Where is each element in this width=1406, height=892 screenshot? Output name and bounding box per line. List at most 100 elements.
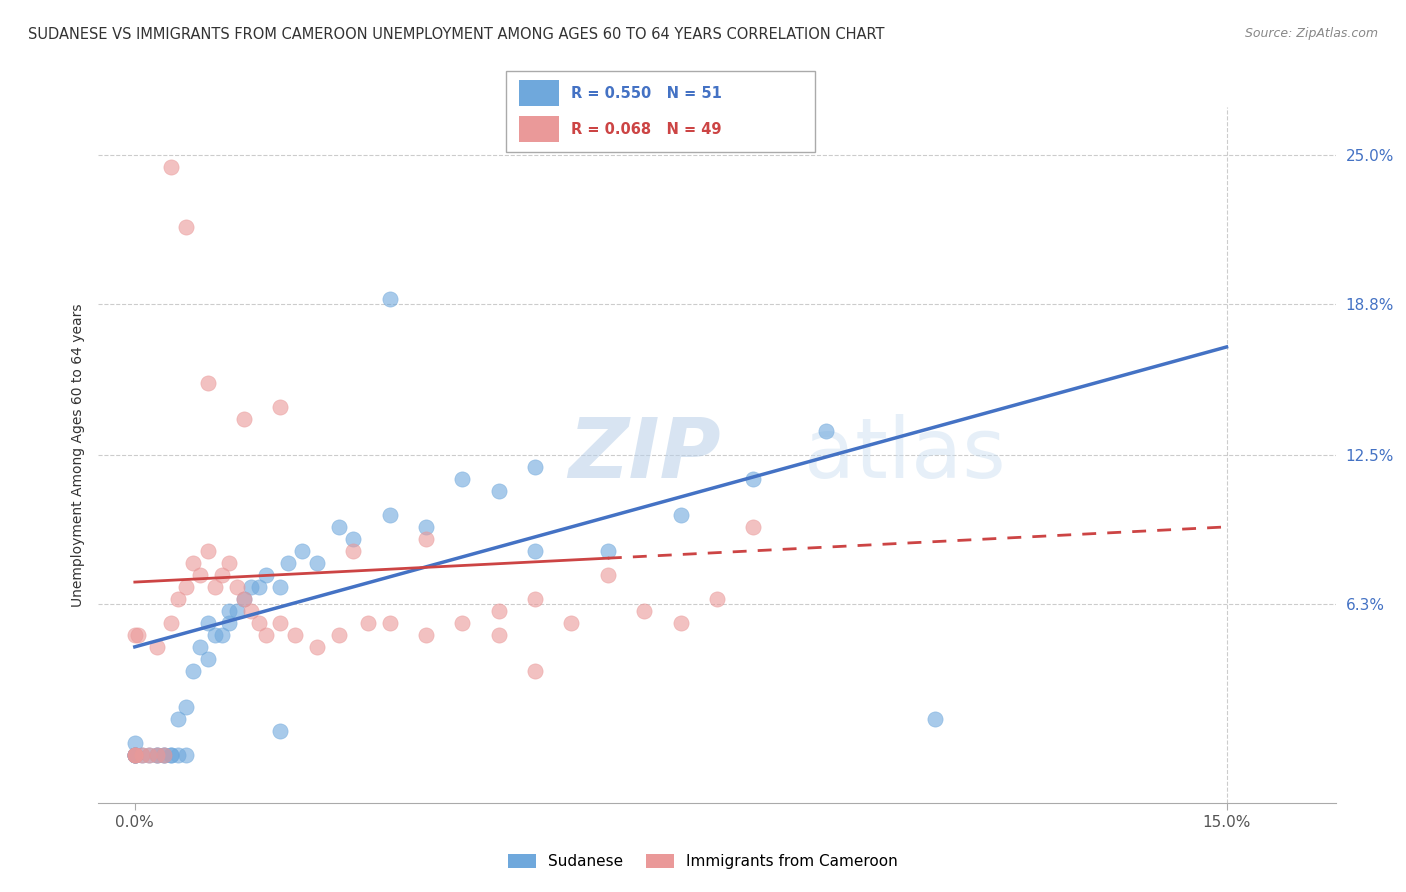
Point — [269, 615, 291, 630]
Point — [174, 580, 197, 594]
Point — [160, 160, 183, 174]
Point — [924, 712, 946, 726]
Point — [524, 459, 547, 474]
Point — [145, 640, 167, 654]
Point — [233, 412, 256, 426]
FancyBboxPatch shape — [506, 71, 815, 152]
Point — [305, 640, 328, 654]
Point — [342, 532, 364, 546]
Point — [815, 424, 838, 438]
Text: ZIP: ZIP — [568, 415, 721, 495]
Point — [488, 483, 510, 498]
Point — [124, 747, 146, 762]
Point — [742, 472, 765, 486]
Point — [415, 532, 437, 546]
Point — [167, 591, 190, 606]
Point — [181, 664, 204, 678]
Point — [328, 628, 350, 642]
Point — [167, 712, 190, 726]
Point — [415, 628, 437, 642]
Point — [197, 376, 219, 390]
Point — [357, 615, 380, 630]
Point — [153, 747, 176, 762]
Point — [124, 628, 146, 642]
Point — [211, 628, 233, 642]
Point — [211, 567, 233, 582]
Point — [138, 747, 160, 762]
Point — [138, 747, 160, 762]
Point — [269, 580, 291, 594]
Point — [284, 628, 307, 642]
Text: SUDANESE VS IMMIGRANTS FROM CAMEROON UNEMPLOYMENT AMONG AGES 60 TO 64 YEARS CORR: SUDANESE VS IMMIGRANTS FROM CAMEROON UNE… — [28, 27, 884, 42]
Point — [124, 747, 146, 762]
Point — [378, 292, 401, 306]
Point — [742, 520, 765, 534]
Y-axis label: Unemployment Among Ages 60 to 64 years: Unemployment Among Ages 60 to 64 years — [70, 303, 84, 607]
Point — [233, 591, 256, 606]
Text: Source: ZipAtlas.com: Source: ZipAtlas.com — [1244, 27, 1378, 40]
Text: atlas: atlas — [804, 415, 1005, 495]
Point — [160, 615, 183, 630]
Point — [524, 591, 547, 606]
Point — [488, 628, 510, 642]
Point — [451, 615, 474, 630]
Point — [706, 591, 728, 606]
Point — [174, 219, 197, 234]
Point — [131, 747, 153, 762]
Point — [633, 604, 655, 618]
Point — [131, 747, 153, 762]
Point — [174, 699, 197, 714]
Point — [305, 556, 328, 570]
Point — [378, 508, 401, 522]
Point — [174, 747, 197, 762]
Text: R = 0.068   N = 49: R = 0.068 N = 49 — [571, 121, 721, 136]
Point — [291, 544, 314, 558]
Point — [488, 604, 510, 618]
Legend: Sudanese, Immigrants from Cameroon: Sudanese, Immigrants from Cameroon — [502, 848, 904, 875]
Point — [233, 591, 256, 606]
Bar — [519, 116, 558, 142]
Point — [204, 580, 226, 594]
Point — [145, 747, 167, 762]
Point — [247, 615, 270, 630]
Point — [225, 580, 247, 594]
Point — [269, 400, 291, 414]
Point — [204, 628, 226, 642]
Point — [247, 580, 270, 594]
Point — [560, 615, 582, 630]
Point — [160, 747, 183, 762]
Point — [277, 556, 299, 570]
Point — [197, 544, 219, 558]
Point — [124, 747, 146, 762]
Point — [127, 628, 149, 642]
Point — [124, 736, 146, 750]
Point — [124, 747, 146, 762]
Point — [218, 604, 240, 618]
Point — [218, 615, 240, 630]
Point — [145, 747, 167, 762]
Point — [225, 604, 247, 618]
Point — [669, 508, 692, 522]
Point — [451, 472, 474, 486]
Point — [254, 567, 277, 582]
Point — [240, 580, 263, 594]
Point — [153, 747, 176, 762]
Point — [240, 604, 263, 618]
Bar — [519, 80, 558, 106]
Point — [197, 652, 219, 666]
Point — [254, 628, 277, 642]
Point — [524, 664, 547, 678]
Point — [124, 747, 146, 762]
Point — [197, 615, 219, 630]
Point — [181, 556, 204, 570]
Point — [188, 640, 211, 654]
Point — [596, 567, 619, 582]
Point — [328, 520, 350, 534]
Point — [378, 615, 401, 630]
Point — [415, 520, 437, 534]
Point — [269, 723, 291, 738]
Point — [124, 747, 146, 762]
Point — [524, 544, 547, 558]
Point — [153, 747, 176, 762]
Text: R = 0.550   N = 51: R = 0.550 N = 51 — [571, 86, 723, 101]
